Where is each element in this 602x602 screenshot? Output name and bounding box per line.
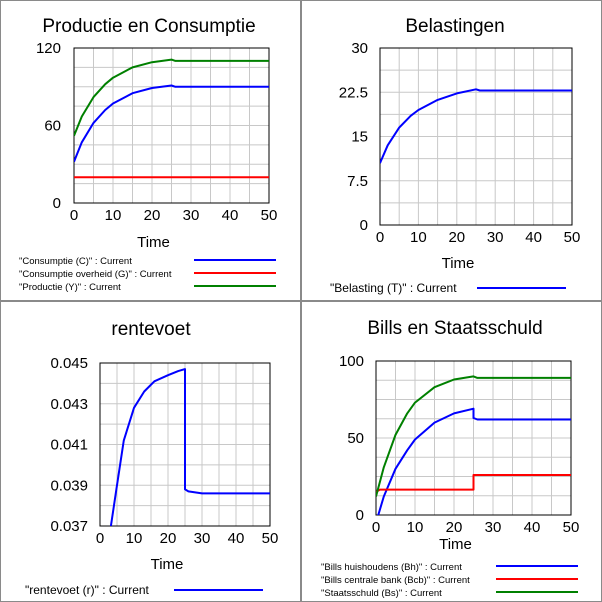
x-tick-label: 30 [487, 229, 504, 246]
panel-rentevoet: rentevoet 0 10 20 30 40 50 0.037 0.039 0.041 0.043… [0, 301, 301, 602]
x-tick-label: 50 [564, 229, 581, 246]
y-tick-label: 60 [44, 118, 61, 135]
series-line-2 [74, 58, 269, 137]
legend-label: "rentevoet (r)" : Current [25, 583, 150, 597]
y-tick-label: 0 [360, 217, 368, 234]
x-tick-label: 0 [70, 207, 78, 224]
x-axis-label: Time [137, 234, 170, 251]
legend-label: "Consumptie overheid (G)" : Current [19, 269, 172, 280]
y-tick-label: 7.5 [347, 173, 368, 190]
y-tick-label: 0 [356, 507, 364, 524]
x-tick-label: 10 [105, 207, 122, 224]
x-tick-label: 40 [524, 519, 541, 536]
series-line-1 [376, 474, 571, 493]
chart-title: rentevoet [111, 319, 191, 340]
x-axis-label: Time [442, 255, 475, 272]
plot-frame [99, 362, 271, 527]
x-tick-label: 20 [144, 207, 161, 224]
y-tick-label: 0 [53, 195, 61, 212]
grid-lines [74, 48, 269, 203]
x-tick-label: 40 [228, 530, 245, 547]
x-tick-label: 50 [563, 519, 580, 536]
x-tick-label: 30 [183, 207, 200, 224]
y-tick-label: 0.037 [50, 518, 88, 535]
grid-lines [380, 48, 572, 225]
plot-frame [375, 360, 572, 516]
x-tick-label: 20 [160, 530, 177, 547]
x-tick-label: 0 [372, 519, 380, 536]
x-tick-label: 30 [485, 519, 502, 536]
chart-title: Belastingen [405, 16, 504, 37]
chart-rentevoet: rentevoet 0 10 20 30 40 50 0.037 0.039 0.041 0.043… [25, 319, 279, 597]
chart-title: Productie en Consumptie [42, 16, 255, 37]
plot-frame [73, 47, 270, 204]
x-tick-label: 10 [410, 229, 427, 246]
legend-label: "Bills centrale bank (Bcb)" : Current [321, 575, 470, 586]
chart-bills-staatsschuld: Bills en Staatsschuld 0 10 20 30 40 50 0 50 100 Ti… [321, 318, 580, 599]
x-tick-label: 30 [194, 530, 211, 547]
panel-productie-consumptie: Productie en Consumptie 0 10 20 30 40 50 0 60 120… [0, 0, 301, 301]
x-axis-label: Time [439, 536, 472, 553]
legend-label: "Staatsschuld (Bs)" : Current [321, 588, 442, 599]
y-tick-label: 50 [347, 430, 364, 447]
x-tick-label: 0 [96, 530, 104, 547]
legend-label: "Productie (Y)" : Current [19, 282, 121, 293]
x-tick-label: 50 [261, 207, 278, 224]
y-tick-label: 0.039 [50, 477, 88, 494]
chart-belastingen: Belastingen 0 10 20 30 40 50 0 7.5 15 22.5 30 Time "B… [330, 16, 581, 295]
x-tick-label: 10 [126, 530, 143, 547]
legend-label: "Belasting (T)" : Current [330, 281, 457, 295]
plot-frame [379, 47, 573, 226]
legend-label: "Consumptie (C)" : Current [19, 256, 132, 267]
series-line-0 [74, 84, 269, 163]
y-tick-label: 15 [351, 129, 368, 146]
x-tick-label: 20 [448, 229, 465, 246]
panel-bills-staatsschuld: Bills en Staatsschuld 0 10 20 30 40 50 0 50 100 Ti… [301, 301, 602, 602]
series-line-2 [376, 375, 571, 497]
x-tick-label: 50 [262, 530, 279, 547]
series-line-0 [109, 368, 270, 526]
grid-lines [376, 361, 571, 515]
y-tick-label: 0.045 [50, 355, 88, 372]
y-tick-label: 0.043 [50, 396, 88, 413]
x-tick-label: 10 [407, 519, 424, 536]
legend-label: "Bills huishoudens (Bh)" : Current [321, 562, 462, 573]
series-line-0 [380, 88, 572, 164]
series-line-0 [377, 407, 571, 515]
x-tick-label: 40 [525, 229, 542, 246]
x-axis-label: Time [151, 556, 184, 573]
y-tick-label: 120 [36, 40, 61, 57]
y-tick-label: 0.041 [50, 437, 88, 454]
panel-belastingen: Belastingen 0 10 20 30 40 50 0 7.5 15 22.5 30 Time "B… [301, 0, 602, 301]
x-tick-label: 40 [222, 207, 239, 224]
x-tick-label: 20 [446, 519, 463, 536]
x-tick-label: 0 [376, 229, 384, 246]
chart-title: Bills en Staatsschuld [367, 318, 542, 339]
y-tick-label: 100 [339, 353, 364, 370]
y-tick-label: 22.5 [339, 84, 368, 101]
chart-productie-consumptie: Productie en Consumptie 0 10 20 30 40 50 0 60 120… [19, 16, 278, 293]
y-tick-label: 30 [351, 40, 368, 57]
